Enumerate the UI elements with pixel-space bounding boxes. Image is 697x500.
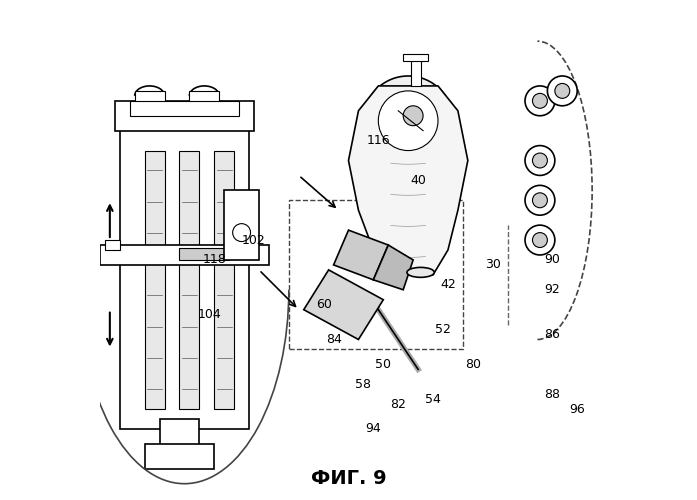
Polygon shape xyxy=(374,245,413,290)
Text: 58: 58 xyxy=(355,378,372,391)
Circle shape xyxy=(555,84,569,98)
Bar xyxy=(100,245,269,265)
Bar xyxy=(403,54,428,61)
Bar xyxy=(120,106,249,429)
Circle shape xyxy=(233,224,250,242)
Bar xyxy=(145,150,164,409)
Text: 92: 92 xyxy=(544,284,560,296)
Circle shape xyxy=(363,76,453,166)
Polygon shape xyxy=(334,230,388,280)
Bar xyxy=(105,240,120,250)
Circle shape xyxy=(533,232,547,248)
Bar xyxy=(160,419,199,449)
Circle shape xyxy=(403,106,423,126)
Text: 94: 94 xyxy=(365,422,381,436)
Polygon shape xyxy=(304,270,383,340)
Circle shape xyxy=(533,193,547,208)
Text: 54: 54 xyxy=(425,392,441,406)
Bar xyxy=(411,56,420,86)
Circle shape xyxy=(525,186,555,215)
Text: 82: 82 xyxy=(390,398,406,410)
Bar xyxy=(130,101,239,116)
Text: 52: 52 xyxy=(435,323,451,336)
Text: 102: 102 xyxy=(242,234,266,246)
Polygon shape xyxy=(348,86,468,275)
Bar xyxy=(214,150,234,409)
Text: 80: 80 xyxy=(465,358,481,371)
Text: 116: 116 xyxy=(367,134,390,147)
Circle shape xyxy=(533,153,547,168)
Circle shape xyxy=(547,76,577,106)
Circle shape xyxy=(533,94,547,108)
Text: 96: 96 xyxy=(569,402,585,415)
Bar xyxy=(289,200,463,350)
Text: 50: 50 xyxy=(375,358,391,371)
Circle shape xyxy=(525,225,555,255)
Circle shape xyxy=(525,146,555,176)
Circle shape xyxy=(525,86,555,116)
Bar xyxy=(179,150,199,409)
Text: 118: 118 xyxy=(202,254,226,266)
Text: 84: 84 xyxy=(325,333,342,346)
Bar xyxy=(224,190,259,260)
Circle shape xyxy=(378,91,438,150)
Bar xyxy=(179,248,229,260)
Text: 90: 90 xyxy=(544,254,560,266)
Text: 86: 86 xyxy=(544,328,560,341)
Bar xyxy=(115,101,254,130)
Text: 88: 88 xyxy=(544,388,560,400)
Text: 60: 60 xyxy=(316,298,332,311)
Text: 104: 104 xyxy=(197,308,221,321)
Bar xyxy=(145,444,214,469)
Text: 40: 40 xyxy=(410,174,426,187)
Text: ФИГ. 9: ФИГ. 9 xyxy=(311,469,386,488)
Ellipse shape xyxy=(407,268,434,278)
Text: 42: 42 xyxy=(440,278,456,291)
Bar xyxy=(190,91,220,106)
Text: 30: 30 xyxy=(484,258,500,272)
Bar xyxy=(135,91,164,106)
